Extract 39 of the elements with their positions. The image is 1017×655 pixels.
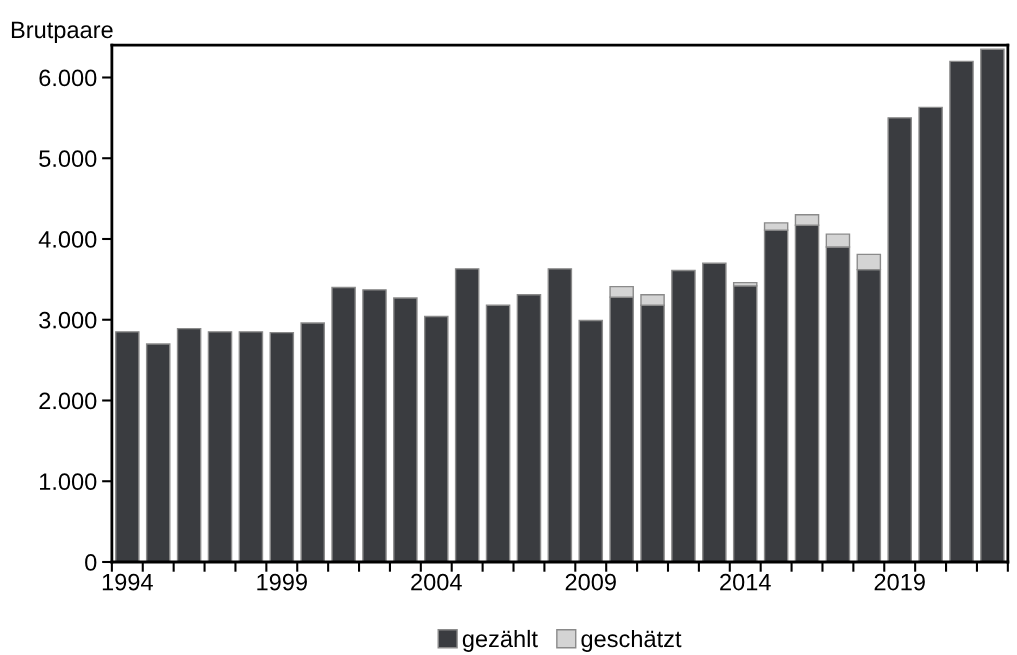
bar	[887, 117, 912, 562]
y-tick-label: 3.000	[39, 311, 97, 329]
bar	[207, 331, 233, 562]
bar	[423, 315, 449, 562]
y-tick-label: 1.000	[40, 473, 97, 491]
bar	[980, 48, 1005, 562]
y-axis-title: Brutpaare	[11, 21, 113, 43]
bar	[393, 297, 418, 562]
bar	[547, 268, 573, 562]
legend-label: geschätzt	[581, 629, 682, 652]
bar	[578, 319, 604, 562]
bar	[145, 343, 171, 562]
bar	[732, 285, 758, 562]
x-tick-label: 2014	[720, 573, 771, 591]
bar	[115, 331, 140, 562]
x-tick-label: 1994	[102, 573, 153, 591]
bar	[300, 322, 325, 562]
y-tick-label: 2.000	[39, 392, 97, 410]
bar	[949, 60, 974, 562]
y-tick-label: 5.000	[39, 150, 97, 168]
y-tick-label: 4.000	[38, 231, 97, 248]
x-tick-label: 2009	[565, 573, 616, 591]
bar	[454, 268, 480, 562]
bar	[176, 327, 202, 562]
bar	[238, 331, 264, 562]
bar	[331, 286, 356, 562]
bar	[269, 331, 295, 562]
bar	[918, 106, 943, 562]
bar	[485, 304, 511, 562]
x-tick-label: 1999	[257, 573, 307, 591]
y-tick-label: 6.000	[39, 69, 97, 87]
bar	[362, 289, 387, 562]
x-tick-label: 2004	[411, 573, 462, 591]
bar	[516, 294, 542, 562]
legend-label: gezählt	[462, 629, 538, 652]
y-tick-label: 0	[85, 554, 97, 571]
x-tick-label: 2019	[874, 573, 925, 591]
bar	[702, 262, 727, 562]
bar	[671, 269, 696, 562]
